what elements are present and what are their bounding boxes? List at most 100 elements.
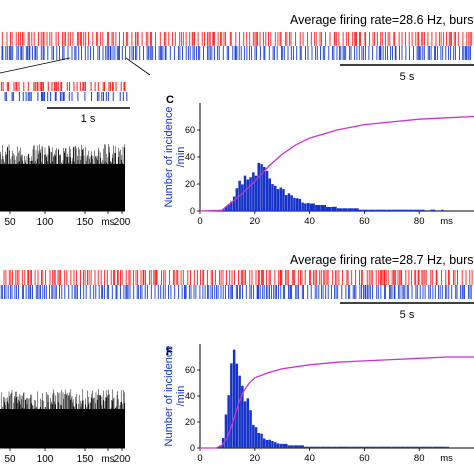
histogram-bar [369,209,376,211]
y-tick-label: 60 [185,125,195,135]
histogram-bar [419,446,433,448]
bottom-red-spike-raster [3,270,473,285]
histogram-bar [419,209,425,211]
histogram-bar [375,209,381,211]
histogram-bar [276,443,280,448]
histogram-bar [315,205,321,211]
histogram-bar [252,424,255,448]
y-axis-label-line: Number of incidence [163,346,175,447]
histogram-bar [224,206,228,211]
histogram-bar [287,445,293,448]
x-tick-label: 0 [197,453,202,464]
histogram-bar [238,375,241,448]
histogram-bar [227,395,230,448]
histogram-bar [391,209,398,211]
histogram-bar [260,433,263,448]
histogram-bar [298,445,304,448]
chart-f: 0 20 40 60 0 20 40 60 80 ms Number of incidence/mi… [163,344,474,464]
autocorr-tick-label: 150 [77,217,94,228]
y-tick-label: 0 [190,443,195,453]
histogram-bar [249,410,252,448]
histogram-bar [326,446,332,448]
autocorr-tick-label: 100 [37,454,54,465]
histogram-bar [432,446,447,448]
histogram-bar [386,209,392,211]
histogram-bar [235,363,239,448]
x-tick-label: 40 [304,453,315,464]
histogram-bar [342,208,348,211]
y-tick-label: 20 [185,417,195,427]
y-axis-label-line: /min [175,386,187,407]
histogram-bar [293,197,296,211]
histogram-bar [282,189,285,211]
bottom-rate-text: Average firing rate=28.7 Hz, burst in [290,253,474,267]
histogram-bar [274,442,277,448]
histogram-bar [246,179,250,211]
bottom-autocorrelogram [0,389,126,449]
histogram-bar [380,209,387,211]
histogram-bar [378,446,392,448]
x-tick-label: 60 [359,453,370,464]
histogram-bar [309,203,315,211]
histogram-bar [263,438,266,448]
histogram-bar [446,446,450,448]
histogram-bar [348,208,354,211]
histogram-bar [268,178,271,211]
histogram-bar [397,209,403,211]
histogram-bar [235,188,239,211]
histogram-bar [254,427,258,448]
panel-label-f: F [166,346,173,358]
top-blue-spike-raster [1,46,471,60]
histogram-bar [408,209,414,211]
autocorr-tick-label: 200 [114,217,131,228]
autocorr-tick-label: ms [101,217,114,228]
histogram-bar [430,209,436,211]
histogram-bar [230,201,233,211]
histogram-bar [290,195,293,211]
histogram-bar [331,206,337,211]
histogram-bar [263,167,266,211]
histogram-bar [287,193,291,211]
top-autocorrelogram [0,144,126,212]
histogram-bar [320,205,326,211]
histogram-bar [304,203,307,211]
autocorr-tick-label: 150 [77,454,94,465]
histogram-bar [320,446,326,448]
zoom-connector-right [125,57,151,76]
histogram-bar [268,439,271,448]
histogram-bar [241,184,244,211]
zoom-connector-left [0,57,71,74]
histogram-bar [221,209,225,211]
histogram-bar [271,184,274,211]
histogram-bar [271,441,274,448]
autocorr-tick-label: 200 [114,454,131,465]
y-axis-label: Number of incidence/min [163,107,187,208]
zoom-scale-label: 1 s [81,113,96,125]
x-tick-label: 0 [197,216,202,227]
panel-label-c: C [166,94,174,106]
histogram-bar [358,209,365,211]
histogram-bar [232,196,236,211]
histogram-bar [304,446,310,448]
histogram-bar [391,446,406,448]
x-tick-label: 20 [250,216,261,227]
histogram-bar [441,209,444,211]
histogram-bar [265,440,269,448]
histogram-bar [227,204,230,211]
cumulative-curve [199,115,474,212]
histogram-bar [337,208,343,211]
histogram-bar [224,414,228,448]
histogram-bar [246,398,250,448]
autocorr-tick-label: 100 [37,217,54,228]
y-tick-label: 40 [185,152,195,162]
zoom-blue-spike-raster [4,92,128,101]
x-tick-label: 40 [304,216,315,227]
histogram-bar [257,433,260,448]
cumulative-curve [200,356,474,449]
y-tick-label: 20 [185,179,195,189]
y-axis-label-line: Number of incidence [163,107,175,208]
bottom-blue-spike-raster [0,285,472,299]
autocorr-tick-label: ms [101,454,114,465]
